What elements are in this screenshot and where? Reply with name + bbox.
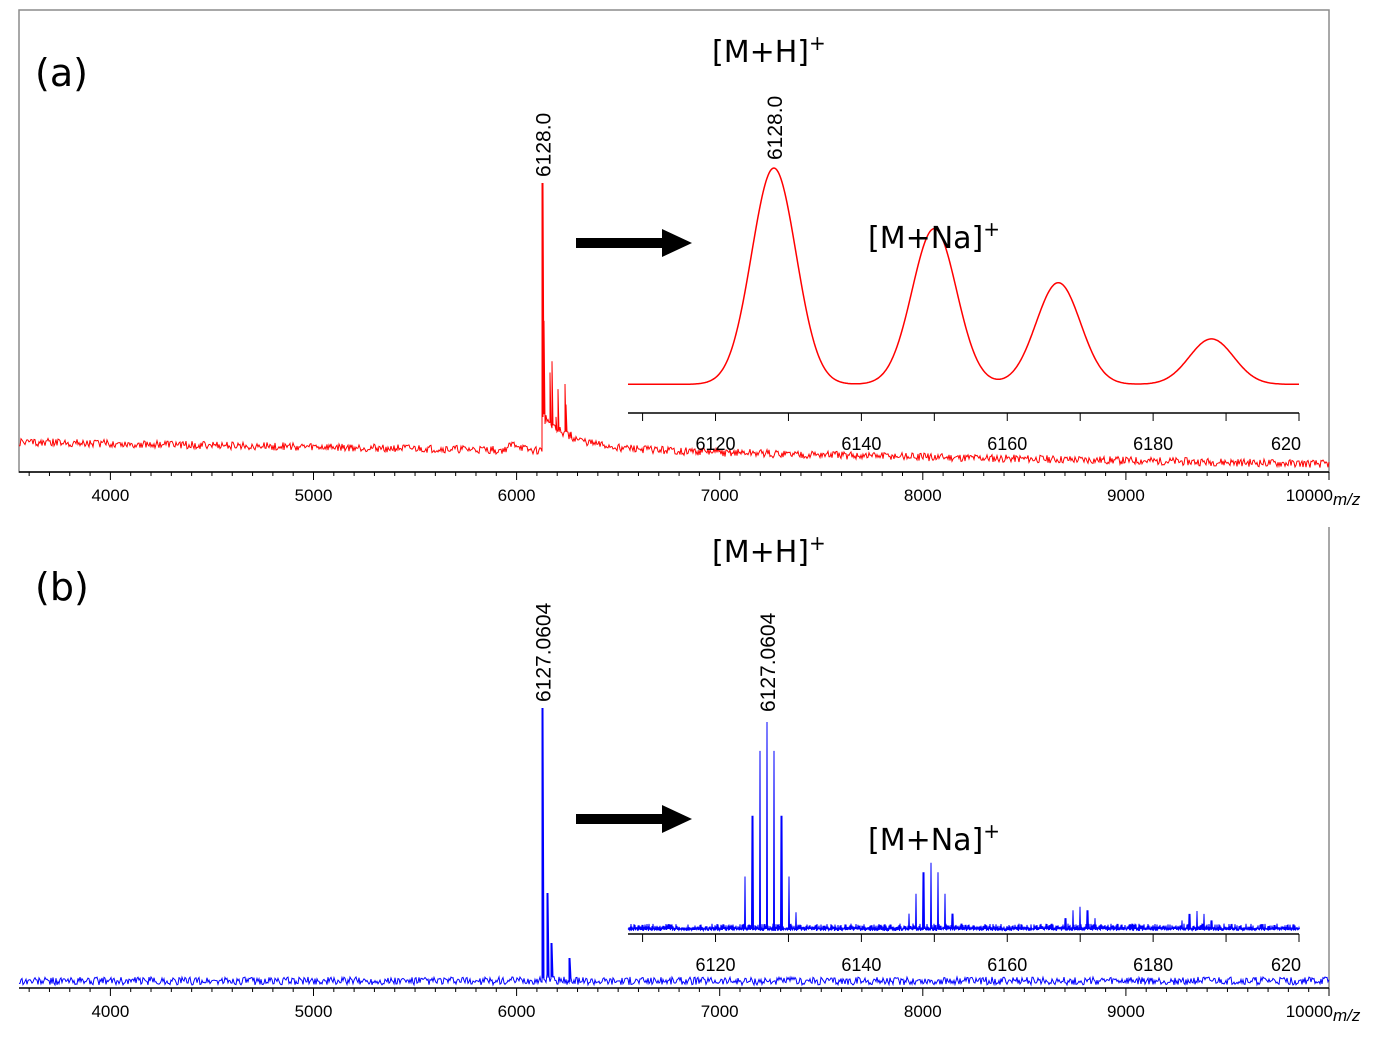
panel-a-inset-line xyxy=(628,167,1299,386)
arrow-head xyxy=(662,805,692,833)
inset-x-tick-label: 6180 xyxy=(1133,955,1173,975)
panel-a-spectrum-line xyxy=(18,182,1330,469)
panel-b: (b) 4000 5000 6000 7000 8000 9000 10000 6127.0… xyxy=(18,527,1361,1025)
inset-x-tick-label: 6120 xyxy=(695,955,735,975)
panel-b-x-axis: 4000 5000 6000 7000 8000 9000 10000 xyxy=(19,987,1333,1021)
panel-b-x-unit: m/z xyxy=(1333,1006,1361,1025)
x-tick-label: 7000 xyxy=(701,486,739,505)
panel-a-ion-mh-sup: + xyxy=(809,31,826,55)
panel-b-ion-mh: [M+H]+ xyxy=(712,531,826,570)
panel-a-label: (a) xyxy=(35,51,88,95)
x-tick-label: 9000 xyxy=(1107,1002,1145,1021)
panel-b-arrow-icon xyxy=(576,805,692,833)
arrow-shaft xyxy=(576,238,664,248)
panel-b-inset-peak-label: 6127.0604 xyxy=(757,612,780,712)
inset-x-tick-label: 6140 xyxy=(841,955,881,975)
x-tick-label: 8000 xyxy=(904,1002,942,1021)
arrow-shaft xyxy=(576,814,664,824)
panel-a-inset-peak-label: 6128.0 xyxy=(764,96,787,160)
inset-x-tick-label: 6160 xyxy=(987,434,1027,454)
x-tick-label: 10000 xyxy=(1286,486,1333,505)
panel-a-x-unit: m/z xyxy=(1333,490,1361,509)
inset-x-tick-label: 620 xyxy=(1271,434,1301,454)
inset-x-tick-label: 6140 xyxy=(841,434,881,454)
x-tick-label: 6000 xyxy=(498,486,536,505)
x-tick-label: 4000 xyxy=(91,486,129,505)
panel-b-ion-mna-sup: + xyxy=(983,819,1000,843)
panel-a-inset: 6120 6140 6160 6180 620 6128.0 [M+H]+ [M+Na]… xyxy=(628,31,1301,454)
panel-b-label: (b) xyxy=(35,565,89,609)
panel-a: (a) 4000 5000 6000 7000 8000 9000 10000 6128.0… xyxy=(18,9,1361,509)
panel-b-ion-mna-base: [M+Na] xyxy=(868,823,983,858)
panel-a-arrow-icon xyxy=(576,229,692,257)
panel-b-ion-mh-sup: + xyxy=(809,531,826,555)
x-tick-label: 7000 xyxy=(701,1002,739,1021)
panel-b-spectrum-line xyxy=(18,707,1330,987)
arrow-head xyxy=(662,229,692,257)
x-tick-label: 10000 xyxy=(1286,1002,1333,1021)
panel-a-ion-mh: [M+H]+ xyxy=(712,31,826,70)
panel-b-inset-x-axis: 6120 6140 6160 6180 620 xyxy=(628,933,1301,975)
x-tick-label: 9000 xyxy=(1107,486,1145,505)
panel-b-ion-mh-base: [M+H] xyxy=(712,535,809,570)
inset-x-tick-label: 6120 xyxy=(695,434,735,454)
panel-b-inset-line xyxy=(627,721,1300,933)
panel-b-peak-label: 6127.0604 xyxy=(532,602,555,702)
x-tick-label: 6000 xyxy=(498,1002,536,1021)
panel-b-inset: 6120 6140 6160 6180 620 6127.0604 [M+H]+ [M+… xyxy=(627,531,1301,975)
panel-a-ion-mna: [M+Na]+ xyxy=(868,217,1000,256)
panel-a-inset-x-axis: 6120 6140 6160 6180 620 xyxy=(628,412,1301,454)
x-tick-label: 4000 xyxy=(91,1002,129,1021)
panel-b-ion-mna: [M+Na]+ xyxy=(868,819,1000,858)
panel-a-ion-mna-sup: + xyxy=(983,217,1000,241)
inset-x-tick-label: 6180 xyxy=(1133,434,1173,454)
x-tick-label: 8000 xyxy=(904,486,942,505)
x-tick-label: 5000 xyxy=(295,486,333,505)
inset-x-tick-label: 620 xyxy=(1271,955,1301,975)
panel-a-ion-mna-base: [M+Na] xyxy=(868,221,983,256)
panel-a-x-axis: 4000 5000 6000 7000 8000 9000 10000 xyxy=(19,471,1333,505)
panel-a-ion-mh-base: [M+H] xyxy=(712,35,809,70)
inset-x-tick-label: 6160 xyxy=(987,955,1027,975)
x-tick-label: 5000 xyxy=(295,1002,333,1021)
panel-a-peak-label: 6128.0 xyxy=(533,113,556,177)
